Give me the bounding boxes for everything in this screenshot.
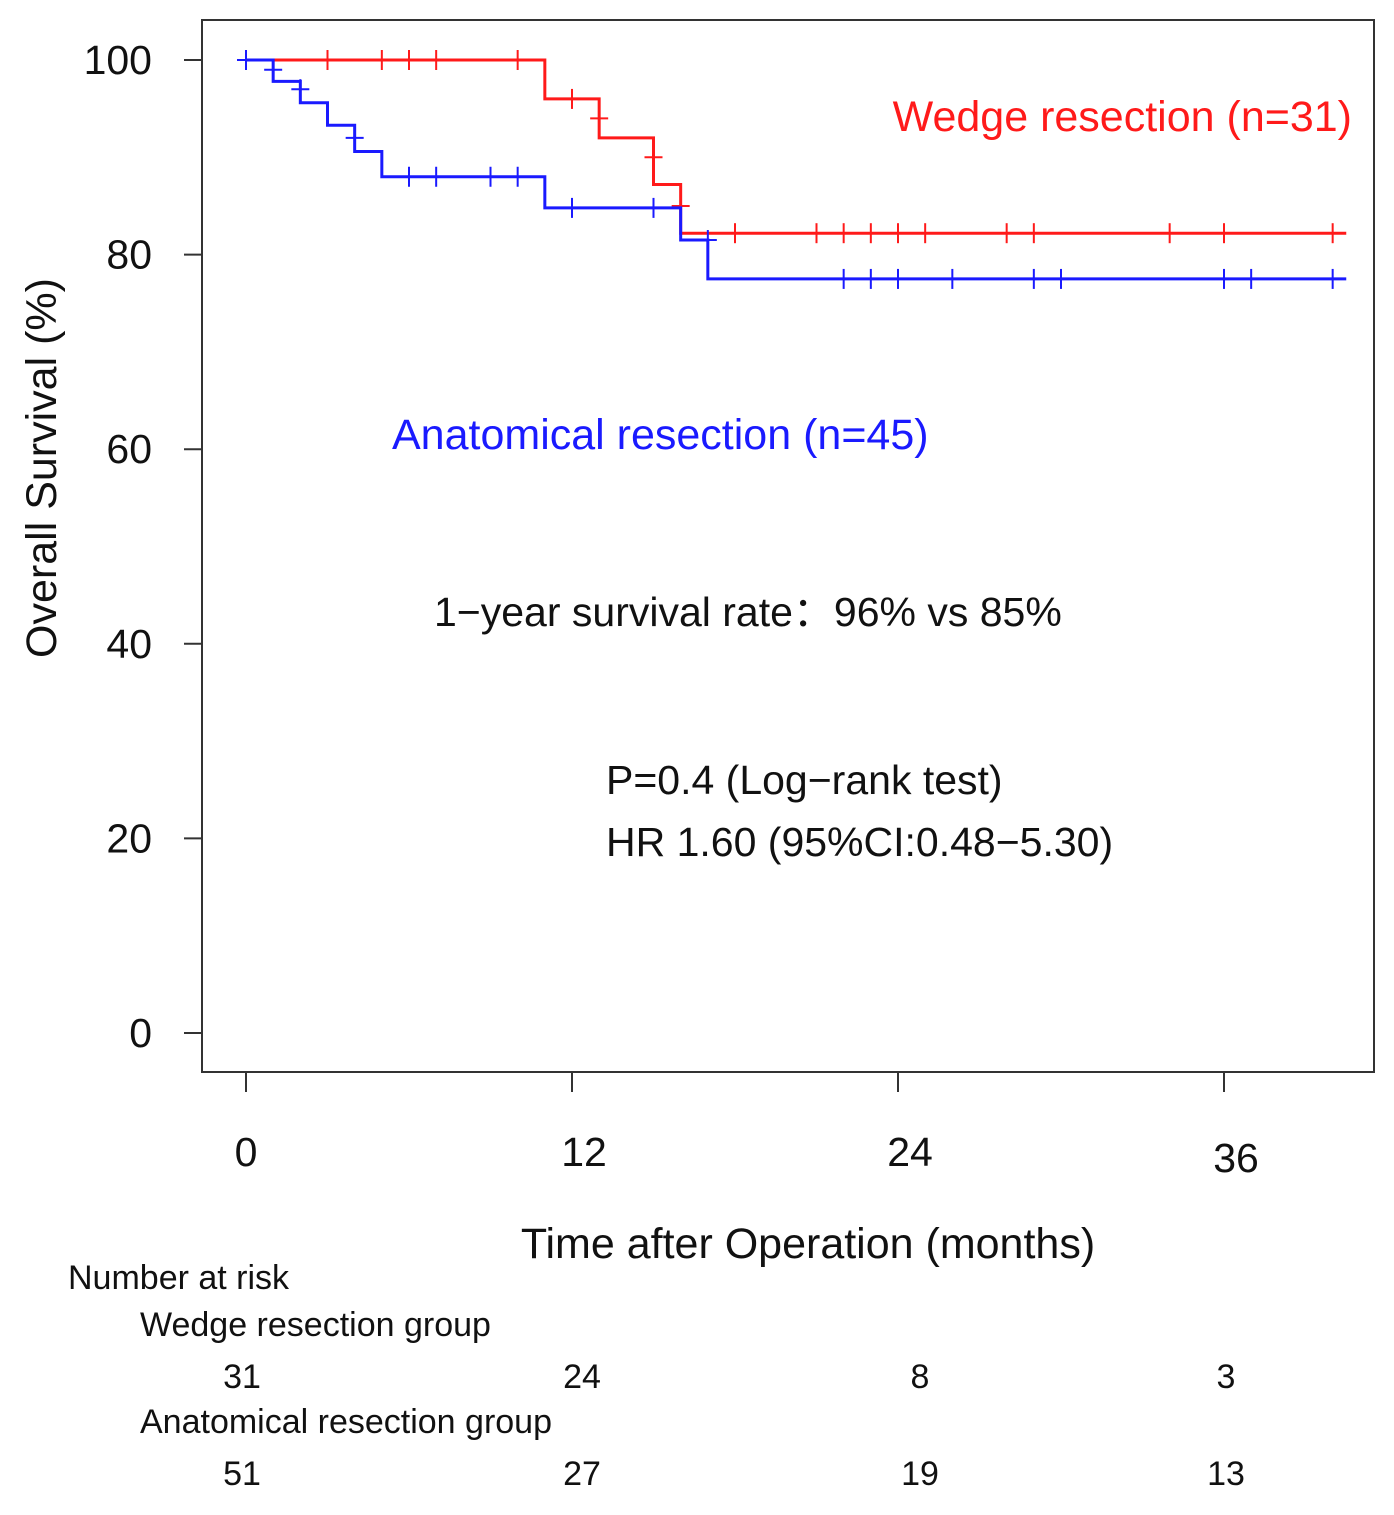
risk-value: 24 (563, 1358, 601, 1396)
x-tick-label: 36 (1213, 1135, 1259, 1181)
y-tick-label: 60 (106, 426, 152, 472)
x-axis-title: Time after Operation (months) (521, 1220, 1095, 1268)
y-tick-label: 20 (106, 815, 152, 861)
x-axis: 0 12 24 36 (235, 1072, 1259, 1181)
plot-frame (201, 19, 1375, 1073)
risk-group-label-wedge: Wedge resection group (140, 1306, 491, 1344)
legend-anatomical-label: Anatomical resection (n=45) (392, 411, 929, 459)
y-tick-label: 0 (129, 1010, 152, 1056)
y-tick-label: 40 (106, 621, 152, 667)
risk-value: 13 (1207, 1455, 1245, 1493)
risk-table-title: Number at risk (68, 1259, 290, 1297)
anatomical-series (237, 50, 1347, 289)
risk-value: 27 (563, 1455, 601, 1493)
risk-value: 8 (911, 1358, 930, 1396)
risk-value: 51 (223, 1455, 261, 1493)
x-tick-label: 0 (235, 1129, 258, 1175)
y-axis: 0 20 40 60 80 100 (84, 37, 202, 1056)
p-value-annotation: P=0.4 (Log−rank test) (606, 757, 1003, 803)
y-axis-title: Overall Survival (%) (18, 278, 66, 658)
wedge-survival-line (246, 58, 1347, 235)
hazard-ratio-annotation: HR 1.60 (95%CI:0.48−5.30) (606, 819, 1113, 865)
one-year-survival-annotation: 1−year survival rate：96% vs 85% (434, 589, 1062, 635)
x-tick-label: 24 (887, 1129, 933, 1175)
risk-value: 31 (223, 1358, 261, 1396)
y-tick-label: 80 (106, 232, 152, 278)
anatomical-survival-line (246, 58, 1347, 281)
risk-value: 3 (1217, 1358, 1236, 1396)
y-tick-label: 100 (84, 37, 152, 83)
x-tick-label: 12 (561, 1129, 607, 1175)
wedge-series (246, 50, 1347, 244)
legend-wedge-label: Wedge resection (n=31) (893, 93, 1352, 141)
series-layer (237, 50, 1347, 289)
risk-value: 19 (901, 1455, 939, 1493)
risk-group-label-anatomical: Anatomical resection group (140, 1403, 552, 1441)
risk-values: 31 24 8 3 51 27 19 13 (223, 1358, 1245, 1493)
